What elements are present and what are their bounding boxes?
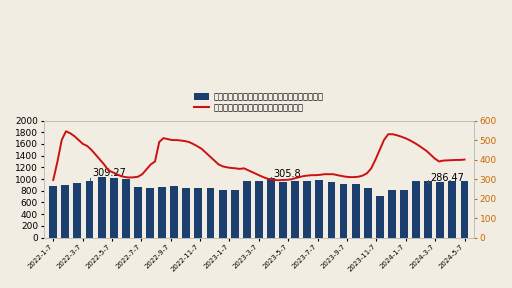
- Bar: [388, 190, 396, 238]
- Bar: [315, 180, 323, 238]
- 钢材：社会库存：新口径（周）（万吨）: [317, 173, 324, 177]
- Bar: [352, 184, 359, 238]
- 钢材：社会库存：新口径（周）（万吨）: [288, 178, 294, 181]
- 钢材：社会库存：新口径（周）（万吨）: [372, 158, 378, 161]
- Bar: [98, 177, 105, 238]
- Bar: [243, 181, 251, 238]
- 钢材：社会库存：新口径（周）（万吨）: [50, 178, 56, 182]
- Bar: [400, 190, 408, 238]
- Bar: [339, 184, 348, 238]
- 钢材：社会库存：新口径（周）（万吨）: [63, 130, 69, 133]
- Bar: [146, 188, 154, 238]
- Bar: [219, 190, 226, 238]
- Bar: [49, 186, 57, 238]
- Bar: [206, 188, 215, 238]
- 钢材：社会库存：新口径（周）（万吨）: [461, 158, 467, 161]
- Bar: [461, 181, 468, 238]
- 钢材：社会库存：新口径（周）（万吨）: [249, 170, 255, 174]
- Bar: [158, 187, 166, 238]
- Bar: [231, 190, 239, 238]
- Text: 309.27: 309.27: [92, 168, 126, 178]
- Bar: [376, 196, 384, 238]
- Bar: [449, 181, 456, 238]
- Bar: [279, 182, 287, 238]
- 钢材：社会库存：新口径（周）（万吨）: [89, 148, 95, 151]
- Bar: [291, 181, 299, 238]
- Bar: [195, 188, 202, 238]
- Bar: [170, 186, 178, 238]
- Bar: [134, 187, 142, 238]
- Bar: [61, 185, 69, 238]
- Bar: [255, 181, 263, 238]
- Bar: [122, 179, 130, 238]
- Line: 钢材：社会库存：新口径（周）（万吨）: 钢材：社会库存：新口径（周）（万吨）: [53, 131, 464, 180]
- 钢材：社会库存：新口径（周）（万吨）: [80, 142, 86, 146]
- Bar: [303, 181, 311, 238]
- 钢材：社会库存：新口径（周）（万吨）: [275, 179, 281, 182]
- Bar: [328, 182, 335, 238]
- Text: 286.47: 286.47: [431, 173, 464, 183]
- Bar: [364, 188, 372, 238]
- Bar: [182, 188, 190, 238]
- Bar: [412, 181, 420, 238]
- Bar: [74, 183, 81, 238]
- Bar: [267, 178, 275, 238]
- Legend: 统计局：粗钢：日均产量：中国（万吨）（右轴）, 钢材：社会库存：新口径（周）（万吨）: 统计局：粗钢：日均产量：中国（万吨）（右轴）, 钢材：社会库存：新口径（周）（万…: [192, 90, 326, 115]
- Bar: [424, 181, 432, 238]
- Bar: [110, 178, 118, 238]
- Bar: [436, 182, 444, 238]
- Text: 305.8: 305.8: [273, 169, 301, 179]
- Bar: [86, 181, 94, 238]
